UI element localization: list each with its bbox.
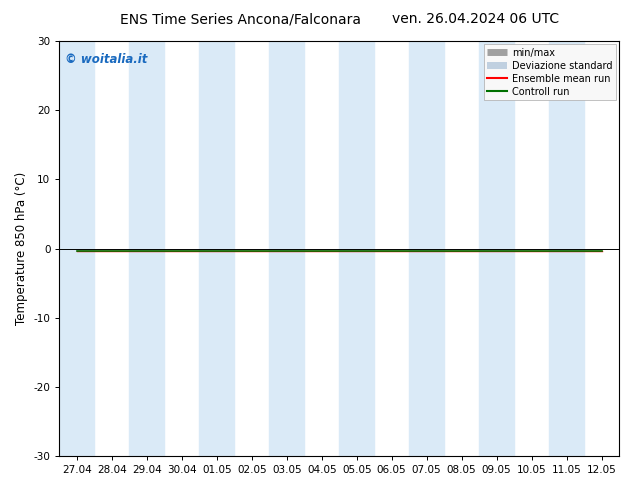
Bar <box>129 41 164 456</box>
Bar <box>479 41 514 456</box>
Bar <box>199 41 235 456</box>
Bar <box>409 41 444 456</box>
Text: ENS Time Series Ancona/Falconara: ENS Time Series Ancona/Falconara <box>120 12 361 26</box>
Legend: min/max, Deviazione standard, Ensemble mean run, Controll run: min/max, Deviazione standard, Ensemble m… <box>484 44 616 100</box>
Bar <box>549 41 584 456</box>
Bar <box>269 41 304 456</box>
Bar <box>60 41 94 456</box>
Text: © woitalia.it: © woitalia.it <box>65 53 148 67</box>
Bar <box>339 41 374 456</box>
Y-axis label: Temperature 850 hPa (°C): Temperature 850 hPa (°C) <box>15 172 28 325</box>
Text: ven. 26.04.2024 06 UTC: ven. 26.04.2024 06 UTC <box>392 12 559 26</box>
